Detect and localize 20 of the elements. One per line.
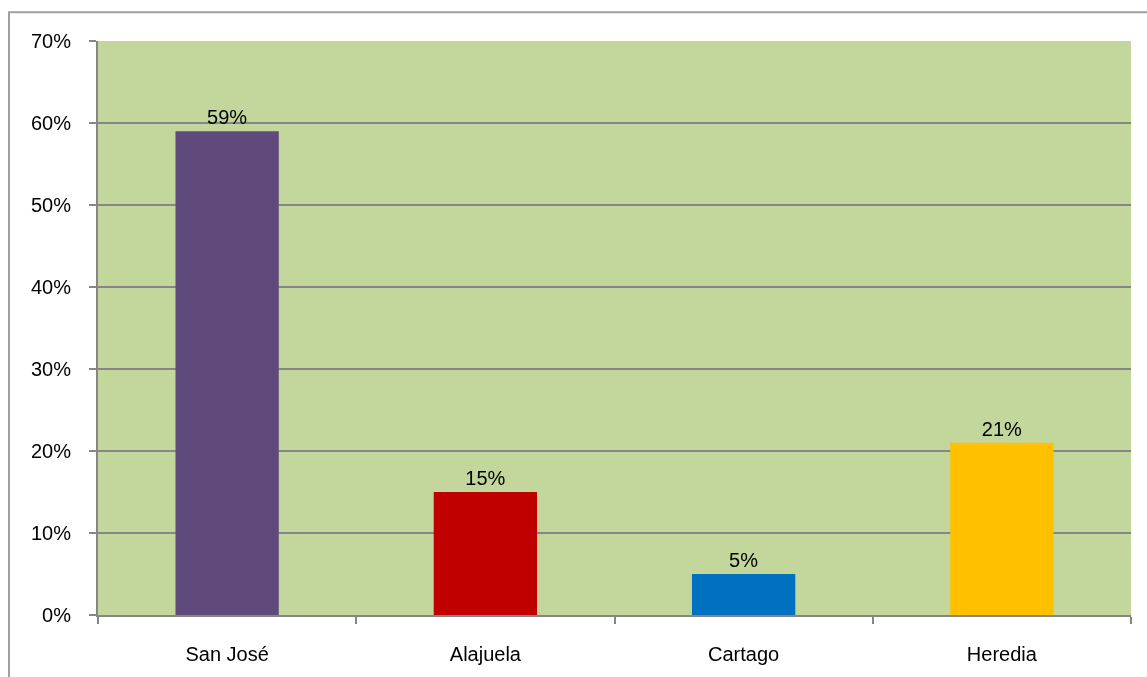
y-tick-label: 10% xyxy=(30,522,72,544)
data-label: 15% xyxy=(465,467,506,489)
y-tick-label: 30% xyxy=(30,358,72,380)
y-tick-label: 60% xyxy=(30,112,72,134)
x-tick-label: Cartago xyxy=(708,643,780,665)
y-tick-label: 50% xyxy=(30,194,72,216)
x-tick-label: Alajuela xyxy=(449,643,522,665)
y-tick-label: 20% xyxy=(30,440,72,462)
x-tick-label: San José xyxy=(185,643,269,665)
data-label: 59% xyxy=(207,106,248,129)
data-label: 21% xyxy=(981,417,1022,440)
bar xyxy=(950,442,1054,615)
bar xyxy=(691,574,796,615)
bar xyxy=(175,131,279,615)
y-tick-label: 0% xyxy=(42,604,72,626)
data-label: 5% xyxy=(729,549,759,571)
x-tick-label: Heredia xyxy=(966,643,1038,665)
y-tick-label: 70% xyxy=(30,30,72,52)
y-tick-label: 40% xyxy=(30,276,72,298)
bar xyxy=(433,492,538,615)
